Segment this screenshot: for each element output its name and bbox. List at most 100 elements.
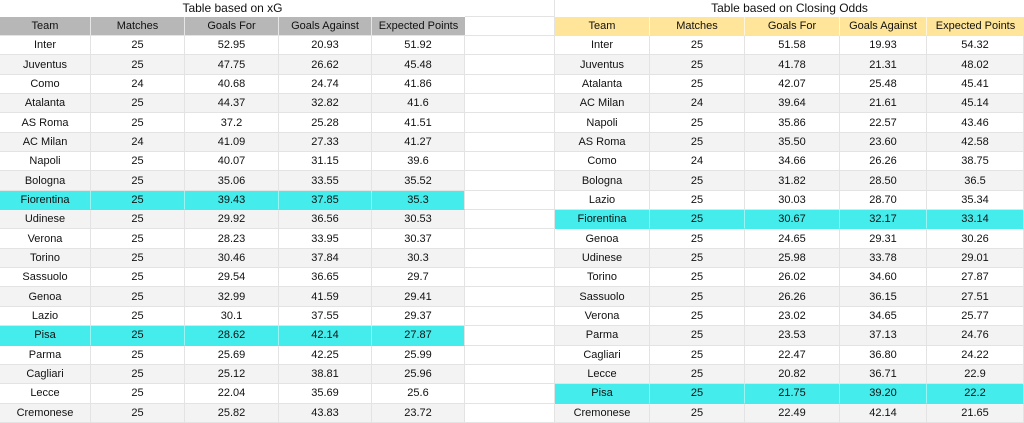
value-cell[interactable]: 30.46 bbox=[185, 248, 279, 269]
value-cell[interactable]: 25 bbox=[650, 287, 745, 307]
value-cell[interactable]: 25.82 bbox=[185, 403, 279, 423]
team-cell[interactable]: Parma bbox=[0, 345, 91, 365]
value-cell[interactable]: 21.75 bbox=[745, 384, 840, 404]
value-cell[interactable]: 35.06 bbox=[185, 171, 279, 191]
value-cell[interactable]: 25.99 bbox=[372, 345, 465, 365]
value-cell[interactable]: 25 bbox=[91, 152, 185, 172]
value-cell[interactable]: 28.50 bbox=[840, 171, 927, 191]
value-cell[interactable]: 27.87 bbox=[927, 268, 1024, 288]
value-cell[interactable]: 25 bbox=[650, 132, 745, 153]
team-cell[interactable]: Inter bbox=[0, 36, 91, 56]
value-cell[interactable]: 41.59 bbox=[279, 287, 372, 307]
team-cell[interactable]: Genoa bbox=[0, 287, 91, 307]
value-cell[interactable]: 24.76 bbox=[927, 326, 1024, 346]
value-cell[interactable]: 25 bbox=[650, 306, 745, 327]
value-cell[interactable]: 30.26 bbox=[927, 229, 1024, 249]
team-cell[interactable]: Sassuolo bbox=[0, 268, 91, 288]
value-cell[interactable]: 25.96 bbox=[372, 364, 465, 385]
value-cell[interactable]: 24.22 bbox=[927, 345, 1024, 365]
value-cell[interactable]: 47.75 bbox=[185, 55, 279, 75]
value-cell[interactable]: 25 bbox=[91, 113, 185, 133]
team-cell[interactable]: Udinese bbox=[0, 210, 91, 230]
team-cell[interactable]: AC Milan bbox=[0, 132, 91, 153]
value-cell[interactable]: 39.43 bbox=[185, 190, 279, 211]
value-cell[interactable]: 25.98 bbox=[745, 248, 840, 269]
value-cell[interactable]: 24 bbox=[91, 74, 185, 95]
value-cell[interactable]: 36.15 bbox=[840, 287, 927, 307]
value-cell[interactable]: 25 bbox=[650, 345, 745, 365]
value-cell[interactable]: 25 bbox=[91, 36, 185, 56]
team-cell[interactable]: Verona bbox=[555, 306, 650, 327]
value-cell[interactable]: 35.50 bbox=[745, 132, 840, 153]
team-cell[interactable]: Torino bbox=[0, 248, 91, 269]
column-header-cell[interactable]: Goals For bbox=[185, 17, 279, 36]
value-cell[interactable]: 30.03 bbox=[745, 190, 840, 211]
team-cell[interactable]: Como bbox=[0, 74, 91, 95]
value-cell[interactable]: 42.14 bbox=[279, 326, 372, 346]
value-cell[interactable]: 38.75 bbox=[927, 152, 1024, 172]
team-cell[interactable]: Sassuolo bbox=[555, 287, 650, 307]
value-cell[interactable]: 44.37 bbox=[185, 94, 279, 114]
value-cell[interactable]: 34.60 bbox=[840, 268, 927, 288]
team-cell[interactable]: Como bbox=[555, 152, 650, 172]
value-cell[interactable]: 51.58 bbox=[745, 36, 840, 56]
value-cell[interactable]: 41.51 bbox=[372, 113, 465, 133]
value-cell[interactable]: 25 bbox=[650, 268, 745, 288]
team-cell[interactable]: Genoa bbox=[555, 229, 650, 249]
value-cell[interactable]: 30.1 bbox=[185, 306, 279, 327]
team-cell[interactable]: Parma bbox=[555, 326, 650, 346]
value-cell[interactable]: 29.54 bbox=[185, 268, 279, 288]
value-cell[interactable]: 41.09 bbox=[185, 132, 279, 153]
value-cell[interactable]: 42.07 bbox=[745, 74, 840, 95]
column-header-cell[interactable]: Goals For bbox=[745, 17, 840, 36]
value-cell[interactable]: 23.02 bbox=[745, 306, 840, 327]
value-cell[interactable]: 33.78 bbox=[840, 248, 927, 269]
column-header-cell[interactable]: Goals Against bbox=[840, 17, 927, 36]
team-cell[interactable]: Atalanta bbox=[555, 74, 650, 95]
value-cell[interactable]: 36.80 bbox=[840, 345, 927, 365]
value-cell[interactable]: 25.48 bbox=[840, 74, 927, 95]
column-header-cell[interactable]: Goals Against bbox=[279, 17, 372, 36]
value-cell[interactable]: 25 bbox=[91, 190, 185, 211]
value-cell[interactable]: 42.58 bbox=[927, 132, 1024, 153]
value-cell[interactable]: 22.9 bbox=[927, 364, 1024, 385]
team-cell[interactable]: Udinese bbox=[555, 248, 650, 269]
team-cell[interactable]: Cremonese bbox=[0, 403, 91, 423]
value-cell[interactable]: 41.27 bbox=[372, 132, 465, 153]
value-cell[interactable]: 25 bbox=[650, 113, 745, 133]
value-cell[interactable]: 21.61 bbox=[840, 94, 927, 114]
value-cell[interactable]: 41.86 bbox=[372, 74, 465, 95]
team-cell[interactable]: Torino bbox=[555, 268, 650, 288]
value-cell[interactable]: 29.7 bbox=[372, 268, 465, 288]
value-cell[interactable]: 26.26 bbox=[745, 287, 840, 307]
value-cell[interactable]: 25 bbox=[650, 364, 745, 385]
team-cell[interactable]: Juventus bbox=[555, 55, 650, 75]
team-cell[interactable]: Juventus bbox=[0, 55, 91, 75]
team-cell[interactable]: Napoli bbox=[0, 152, 91, 172]
team-cell[interactable]: Pisa bbox=[0, 326, 91, 346]
value-cell[interactable]: 22.57 bbox=[840, 113, 927, 133]
value-cell[interactable]: 29.01 bbox=[927, 248, 1024, 269]
value-cell[interactable]: 29.41 bbox=[372, 287, 465, 307]
value-cell[interactable]: 23.60 bbox=[840, 132, 927, 153]
value-cell[interactable]: 26.62 bbox=[279, 55, 372, 75]
value-cell[interactable]: 25.77 bbox=[927, 306, 1024, 327]
value-cell[interactable]: 32.82 bbox=[279, 94, 372, 114]
value-cell[interactable]: 25.69 bbox=[185, 345, 279, 365]
value-cell[interactable]: 20.93 bbox=[279, 36, 372, 56]
value-cell[interactable]: 31.82 bbox=[745, 171, 840, 191]
value-cell[interactable]: 22.2 bbox=[927, 384, 1024, 404]
team-cell[interactable]: Lazio bbox=[0, 306, 91, 327]
team-cell[interactable]: AS Roma bbox=[555, 132, 650, 153]
value-cell[interactable]: 27.87 bbox=[372, 326, 465, 346]
value-cell[interactable]: 25 bbox=[650, 55, 745, 75]
value-cell[interactable]: 29.37 bbox=[372, 306, 465, 327]
value-cell[interactable]: 34.66 bbox=[745, 152, 840, 172]
value-cell[interactable]: 25 bbox=[650, 229, 745, 249]
value-cell[interactable]: 30.53 bbox=[372, 210, 465, 230]
value-cell[interactable]: 36.65 bbox=[279, 268, 372, 288]
value-cell[interactable]: 27.51 bbox=[927, 287, 1024, 307]
value-cell[interactable]: 22.04 bbox=[185, 384, 279, 404]
value-cell[interactable]: 37.13 bbox=[840, 326, 927, 346]
value-cell[interactable]: 24 bbox=[91, 132, 185, 153]
